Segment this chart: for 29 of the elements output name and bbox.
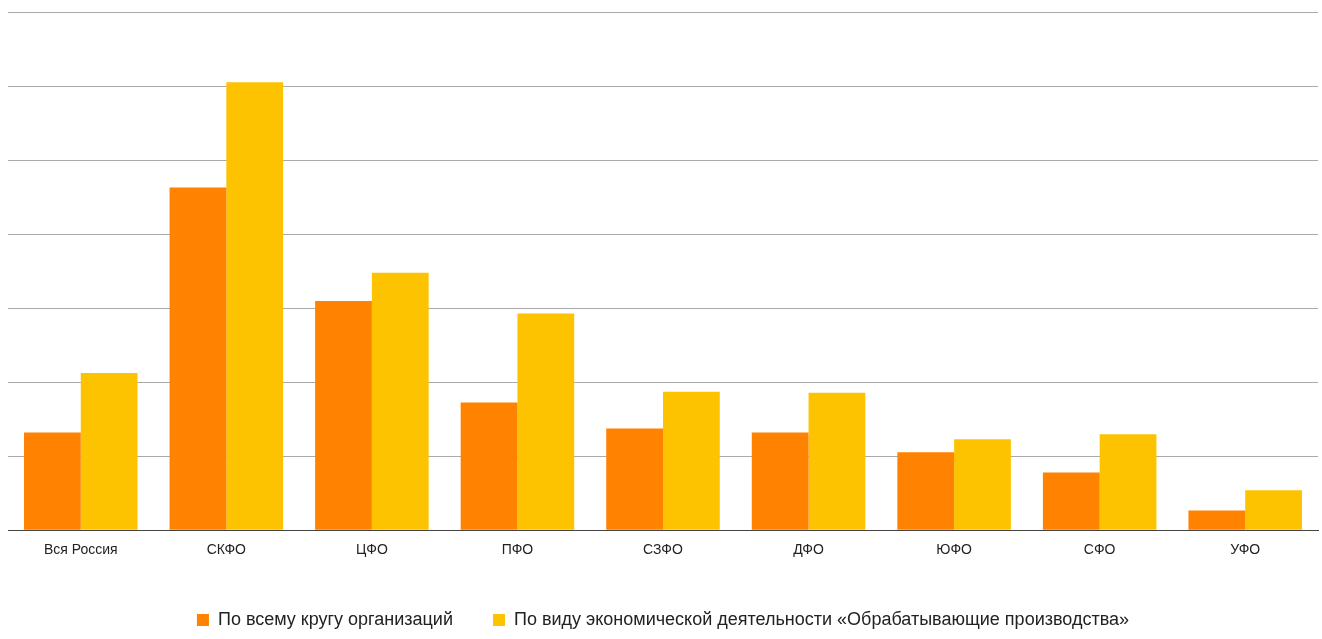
x-tick-label: СФО <box>1083 541 1116 558</box>
bar <box>169 187 227 530</box>
x-tick-label: ДФО <box>793 541 825 558</box>
bar <box>897 452 955 530</box>
bar <box>751 432 809 530</box>
bar <box>606 428 663 530</box>
bar <box>371 272 429 530</box>
bar <box>808 392 866 530</box>
legend-label: По виду экономической деятельности «Обрабатывающие производства» <box>513 608 1130 629</box>
legend-label: По всему кругу организаций <box>217 608 453 629</box>
x-tick-label: Вся Россия <box>43 541 118 558</box>
bar <box>1188 510 1246 530</box>
bar <box>315 300 372 530</box>
bar <box>663 391 720 530</box>
bar <box>460 402 518 530</box>
x-tick-label: ПФО <box>501 541 534 558</box>
bar <box>80 372 138 530</box>
bar <box>226 82 284 530</box>
x-tick-label: ЦФО <box>355 541 388 558</box>
bar <box>24 432 81 530</box>
x-tick-label: ЮФО <box>936 541 973 558</box>
x-tick-label: УФО <box>1230 541 1261 558</box>
bar <box>954 439 1011 530</box>
bar <box>1245 490 1302 530</box>
x-tick-label: СЗФО <box>643 541 683 558</box>
x-tick-label: СКФО <box>206 541 247 558</box>
bar <box>1099 434 1157 530</box>
bar <box>517 313 575 530</box>
bar <box>1042 472 1100 530</box>
